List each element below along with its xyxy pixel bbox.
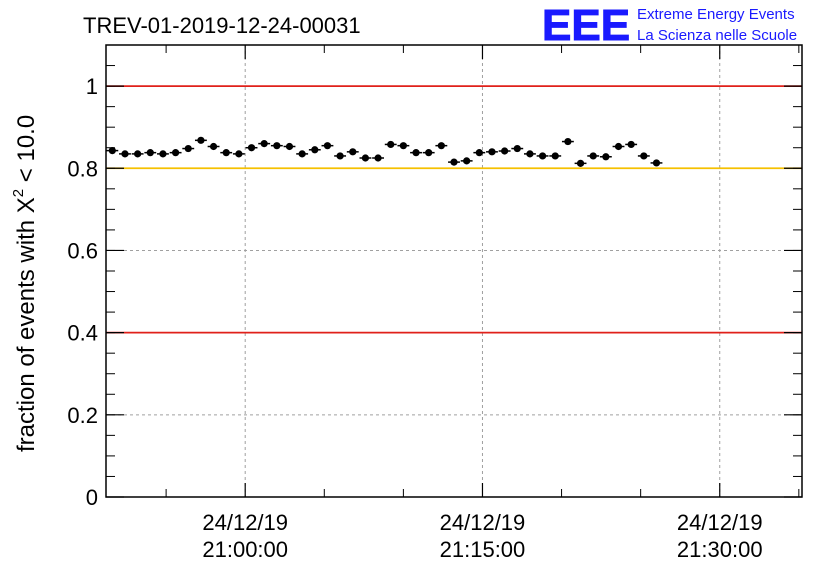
grid-lines — [106, 45, 802, 498]
data-point — [399, 142, 407, 150]
x-tick-date: 24/12/19 — [202, 510, 288, 535]
x-tick-date: 24/12/19 — [440, 510, 526, 535]
y-axis-label: fraction of events with Χ2 < 10.0 — [10, 115, 40, 452]
data-point — [614, 142, 623, 151]
data-point — [589, 152, 597, 160]
data-point — [159, 150, 167, 158]
data-point — [475, 149, 483, 157]
plot-frame — [105, 44, 803, 498]
data-point — [652, 159, 661, 167]
data-point — [172, 149, 180, 157]
data-point — [387, 140, 395, 149]
data-point — [538, 152, 547, 160]
data-point — [121, 150, 129, 158]
data-point — [425, 149, 433, 157]
data-point — [501, 147, 509, 155]
logo-line2: La Scienza nelle Scuole — [637, 27, 797, 44]
data-point — [108, 147, 116, 155]
data-point — [374, 154, 382, 162]
data-points — [106, 136, 663, 167]
data-point — [463, 157, 471, 165]
x-tick-time: 21:00:00 — [202, 537, 288, 562]
y-tick-label: 0.4 — [67, 321, 98, 346]
data-point — [564, 137, 572, 146]
data-point — [222, 149, 230, 157]
x-tick-date: 24/12/19 — [677, 510, 763, 535]
y-tick-label: 0.2 — [67, 403, 98, 428]
axis-ticks — [106, 44, 802, 498]
data-point — [602, 153, 610, 161]
data-point — [412, 149, 420, 157]
data-point — [526, 150, 534, 158]
chart-title: TREV-01-2019-12-24-00031 — [83, 13, 361, 38]
data-point — [298, 150, 306, 158]
data-point — [437, 142, 445, 150]
data-point — [197, 136, 205, 144]
data-point — [361, 154, 370, 162]
y-axis-label-prefix: fraction of events with — [13, 213, 40, 452]
data-point — [146, 149, 154, 157]
data-point — [336, 152, 344, 160]
y-axis-label-suffix: < 10.0 — [13, 115, 40, 189]
y-axis-label-exponent: 2 — [10, 189, 27, 197]
data-point — [273, 142, 281, 150]
x-tick-time: 21:15:00 — [440, 537, 526, 562]
data-point — [513, 144, 521, 153]
data-point — [349, 148, 357, 156]
reference-lines — [106, 85, 802, 334]
data-point — [260, 140, 268, 148]
data-point — [311, 146, 319, 154]
y-tick-label: 1 — [86, 74, 98, 99]
data-point — [640, 152, 648, 160]
data-point — [235, 150, 243, 158]
y-tick-label: 0.8 — [67, 156, 98, 181]
y-tick-label: 0.6 — [67, 238, 98, 263]
eee-logo: EEE Extreme Energy Events La Scienza nel… — [542, 1, 798, 51]
y-tick-labels: 0 0.2 0.4 0.6 0.8 1 — [67, 74, 98, 510]
y-tick-label: 0 — [86, 485, 98, 510]
logo-line1: Extreme Energy Events — [637, 6, 795, 23]
y-axis-label-symbol: Χ — [13, 197, 40, 213]
logo-mark: EEE — [542, 1, 630, 50]
data-point — [488, 148, 496, 156]
data-point — [450, 158, 458, 166]
x-tick-labels: 24/12/1921:00:0024/12/1921:15:0024/12/19… — [202, 510, 762, 562]
data-point — [551, 152, 559, 160]
data-point — [184, 144, 192, 153]
data-point — [247, 144, 256, 152]
data-point — [323, 142, 332, 150]
data-point — [134, 150, 142, 158]
data-point — [285, 142, 294, 151]
x-tick-time: 21:30:00 — [677, 537, 763, 562]
data-point — [209, 142, 218, 151]
data-point — [576, 159, 585, 167]
data-point — [627, 140, 635, 149]
